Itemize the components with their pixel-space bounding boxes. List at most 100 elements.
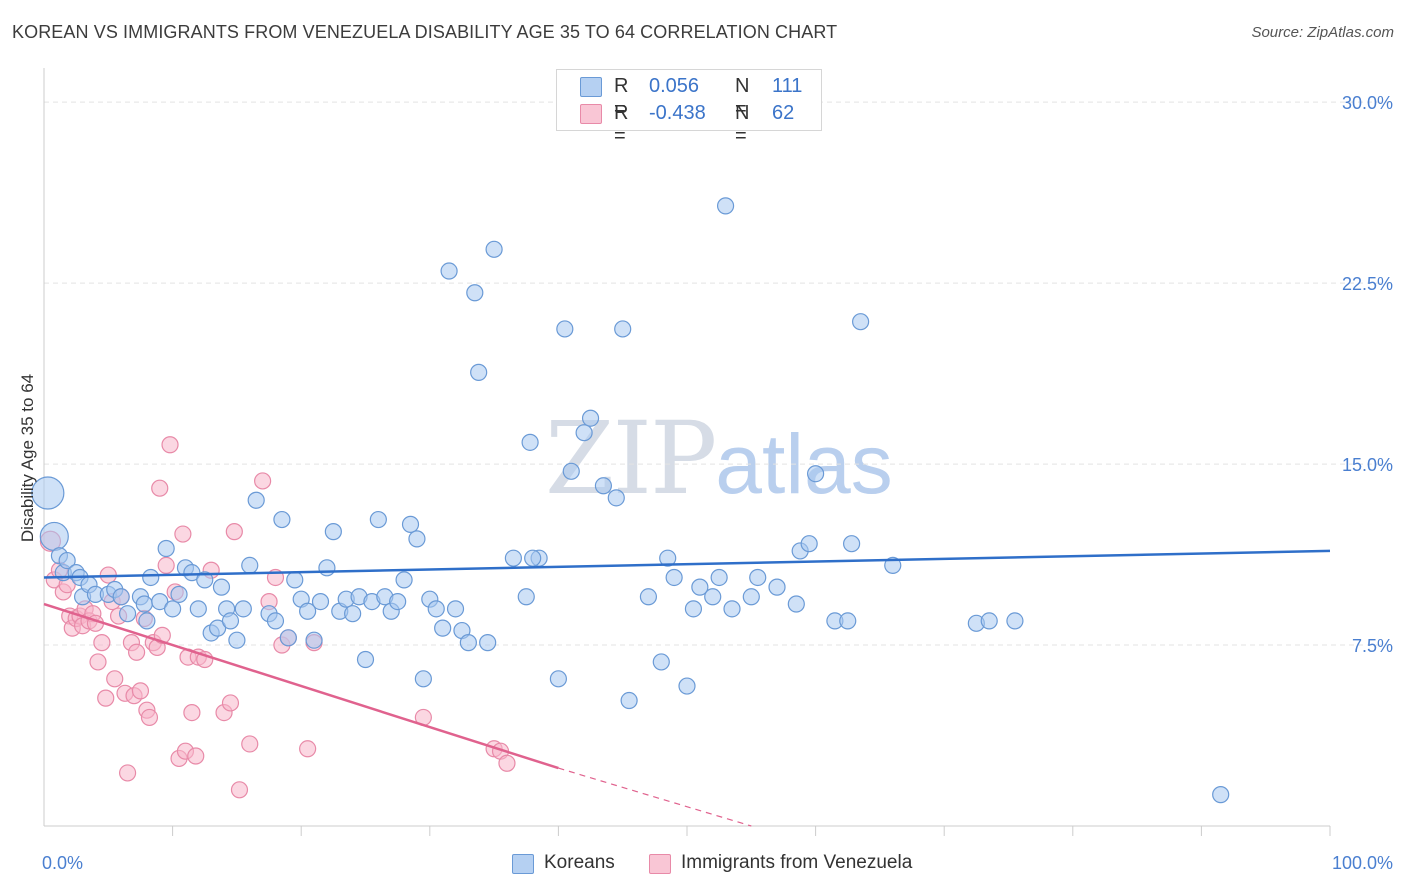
data-point xyxy=(247,491,265,509)
koreans-swatch xyxy=(512,854,534,874)
data-point xyxy=(852,313,870,331)
data-point xyxy=(311,592,330,611)
data-point xyxy=(839,612,857,630)
data-point xyxy=(228,631,246,649)
y-tick-label: 7.5% xyxy=(1352,636,1393,656)
data-point xyxy=(174,525,192,543)
data-point xyxy=(196,571,214,589)
data-point xyxy=(639,588,658,606)
data-point xyxy=(135,595,153,613)
data-point xyxy=(157,539,175,558)
data-point xyxy=(556,320,574,338)
data-point xyxy=(183,703,201,722)
data-point xyxy=(504,549,522,567)
data-point xyxy=(230,781,249,799)
data-point xyxy=(324,523,342,541)
data-point xyxy=(485,240,503,258)
data-point xyxy=(479,634,497,652)
data-point xyxy=(93,634,111,652)
data-point xyxy=(127,643,146,661)
x-tick-label: 0.0% xyxy=(42,853,83,873)
data-point xyxy=(106,670,124,688)
data-point xyxy=(434,619,452,637)
data-point xyxy=(286,571,304,589)
data-point xyxy=(344,605,362,623)
data-point xyxy=(112,588,130,606)
data-point xyxy=(305,631,323,649)
data-point xyxy=(806,465,825,483)
data-point xyxy=(189,600,207,618)
venezuela-swatch xyxy=(580,104,602,124)
data-point xyxy=(440,262,458,280)
data-point xyxy=(684,600,703,618)
data-point xyxy=(151,592,169,611)
data-point xyxy=(299,740,317,758)
data-point xyxy=(209,619,227,637)
data-point xyxy=(787,595,805,613)
data-point xyxy=(221,694,240,712)
data-point xyxy=(691,578,709,596)
data-point xyxy=(225,523,243,541)
data-point xyxy=(157,556,175,575)
data-point xyxy=(704,588,722,606)
watermark-zip: ZIP xyxy=(545,400,717,517)
data-point xyxy=(318,559,336,577)
data-point xyxy=(427,600,445,618)
data-point xyxy=(884,556,902,575)
data-point xyxy=(517,588,535,606)
data-point xyxy=(164,600,182,618)
data-point xyxy=(723,600,741,618)
koreans-swatch xyxy=(580,77,602,97)
data-point xyxy=(524,549,542,567)
trend-line-extension xyxy=(558,767,752,827)
data-point xyxy=(665,568,683,587)
data-point xyxy=(575,424,593,442)
n-value: 62 xyxy=(772,102,795,124)
data-point xyxy=(389,592,407,611)
trend-lines xyxy=(43,549,1331,827)
data-point xyxy=(58,551,76,570)
trend-line xyxy=(43,549,1331,579)
data-point xyxy=(581,409,600,427)
data-point xyxy=(768,578,786,596)
data-point xyxy=(142,568,160,587)
y-tick-label: 22.5% xyxy=(1342,274,1393,294)
data-point xyxy=(187,747,205,765)
trend-line xyxy=(43,602,559,770)
data-point xyxy=(97,689,115,707)
data-point xyxy=(562,462,580,480)
x-tick-label: 100.0% xyxy=(1332,853,1393,873)
venezuela-swatch xyxy=(649,854,671,874)
data-point xyxy=(254,472,272,490)
data-point xyxy=(549,670,568,688)
data-point xyxy=(266,612,285,630)
data-point xyxy=(459,634,477,652)
data-point xyxy=(151,479,169,497)
data-point xyxy=(89,653,107,671)
chart-title: KOREAN VS IMMIGRANTS FROM VENEZUELA DISA… xyxy=(12,22,838,42)
source-credit: Source: ZipAtlas.com xyxy=(1251,24,1394,41)
legend-label-koreans: Koreans xyxy=(544,852,615,873)
data-point xyxy=(221,612,240,630)
data-point xyxy=(273,510,291,529)
data-point xyxy=(659,549,677,567)
n-label: N = xyxy=(735,75,750,120)
data-point xyxy=(1006,612,1024,630)
data-point xyxy=(521,433,539,451)
data-point xyxy=(395,571,413,589)
data-point xyxy=(138,612,156,630)
data-point xyxy=(39,521,69,552)
data-point xyxy=(118,764,137,782)
axis-labels: 7.5% 15.0% 22.5% 30.0% 0.0% 100.0% Disability … xyxy=(18,93,1393,873)
data-point xyxy=(800,535,818,553)
data-point xyxy=(161,436,179,454)
data-point xyxy=(414,670,432,688)
n-label: N = xyxy=(735,102,750,147)
data-point xyxy=(498,754,516,772)
data-point xyxy=(470,363,488,381)
n-value: 111 xyxy=(772,75,803,97)
data-point xyxy=(716,197,735,215)
data-point xyxy=(118,605,137,623)
data-point xyxy=(241,556,259,575)
